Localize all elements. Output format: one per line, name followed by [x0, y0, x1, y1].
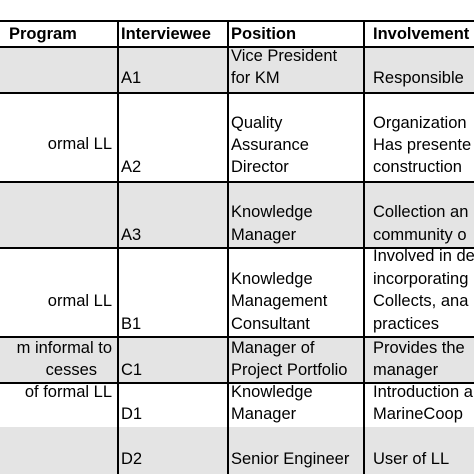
table-row-c1-interviewee: C1	[121, 361, 143, 379]
table-row-b1-program: ormal LL	[0, 290, 117, 313]
rule-row-c1	[0, 382, 474, 384]
table-row-a2-program: ormal LL	[0, 133, 117, 156]
table-row-b1-involvement-line-2: incorporating	[373, 270, 469, 288]
table-row-a1-interviewee: A1	[121, 69, 142, 87]
table-row-a2-position-line-1: Quality	[231, 114, 283, 132]
table-row-b1-position-line-1: Knowledge	[231, 270, 313, 288]
table-row-d1-program: of formal LL	[0, 381, 117, 404]
table-row-a2-program-line-1: ormal LL	[47, 135, 112, 153]
table-row-c1-program: m informal to cesses	[0, 337, 117, 382]
rule-col-1	[117, 20, 119, 474]
header-program: Program	[9, 25, 77, 43]
table-row-c1-involvement-line-2: manager	[373, 361, 439, 379]
table-row-c1-position-line-1: Manager of	[231, 339, 315, 357]
table-row-c1-position-line-2: Project Portfolio	[231, 361, 348, 379]
rule-header-top	[0, 20, 474, 22]
table-row-c1-bg	[0, 337, 474, 382]
table-row-b1-involvement-line-3: Collects, ana	[373, 292, 469, 310]
table-row-d2-involvement-line-1: User of LL	[373, 450, 450, 468]
table-row-a3-interviewee: A3	[121, 226, 142, 244]
header-position: Position	[231, 25, 297, 43]
table-row-a1-position-line-2: for KM	[231, 69, 280, 87]
table-row-a3-position-line-2: Manager	[231, 226, 297, 244]
rule-col-2	[227, 20, 229, 474]
table-row-a3-involvement-line-2: community o	[373, 226, 467, 244]
table-row-a2-involvement-line-1: Organization	[373, 114, 467, 132]
table-row-a2-position-line-3: Director	[231, 158, 289, 176]
rule-col-3	[363, 20, 365, 474]
table-row-c1-program-line-2: cesses	[45, 361, 97, 379]
table-row-d1-interviewee: D1	[121, 405, 143, 423]
rule-row-a2	[0, 181, 474, 183]
table-row-a1-position-line-1: Vice President	[231, 47, 338, 65]
table-row-a2-involvement-line-2: Has presente	[373, 136, 472, 154]
header-interviewee: Interviewee	[121, 25, 211, 43]
table-row-d2-position-line-1: Senior Engineer	[231, 450, 350, 468]
table-row-a1-involvement-line-1: Responsible	[373, 69, 464, 87]
table-row-d2-bg	[0, 427, 474, 474]
table-row-d1-position-line-2: Manager	[231, 405, 297, 423]
table-row-b1-interviewee: B1	[121, 315, 142, 333]
table-row-a3-involvement-line-1: Collection an	[373, 203, 469, 221]
table-row-a3-bg	[0, 181, 474, 247]
table-row-b1-involvement-line-4: practices	[373, 315, 440, 333]
table-row-a2-interviewee: A2	[121, 158, 142, 176]
table-row-d1-program-line-1: of formal LL	[24, 383, 112, 401]
table-row-b1-program-line-1: ormal LL	[47, 292, 112, 310]
table-row-d2-interviewee: D2	[121, 450, 143, 468]
table-row-a2-position-line-2: Assurance	[231, 136, 309, 154]
table-row-c1-involvement-line-1: Provides the	[373, 339, 465, 357]
table-row-d1-involvement-line-2: MarineCoop	[373, 405, 463, 423]
table-row-a3-position-line-1: Knowledge	[231, 203, 313, 221]
rule-row-b1	[0, 336, 474, 338]
table-row-d1-position-line-1: Knowledge	[231, 383, 313, 401]
table-row-b1-position-line-3: Consultant	[231, 315, 310, 333]
table-row-d1-involvement-line-1: Introduction a	[373, 383, 473, 401]
table-row-c1-program-line-1: m informal to	[16, 339, 112, 357]
rule-header-bottom	[0, 46, 474, 48]
table-row-b1-involvement-line-1: Involved in de	[373, 247, 474, 265]
table-row-a2-involvement-line-3: construction	[373, 158, 462, 176]
header-involvement: Involvement	[373, 25, 470, 43]
table-row-b1-position-line-2: Management	[231, 292, 328, 310]
rule-row-a1	[0, 92, 474, 94]
table-row-a1-bg	[0, 47, 474, 92]
rule-row-a3	[0, 247, 474, 249]
